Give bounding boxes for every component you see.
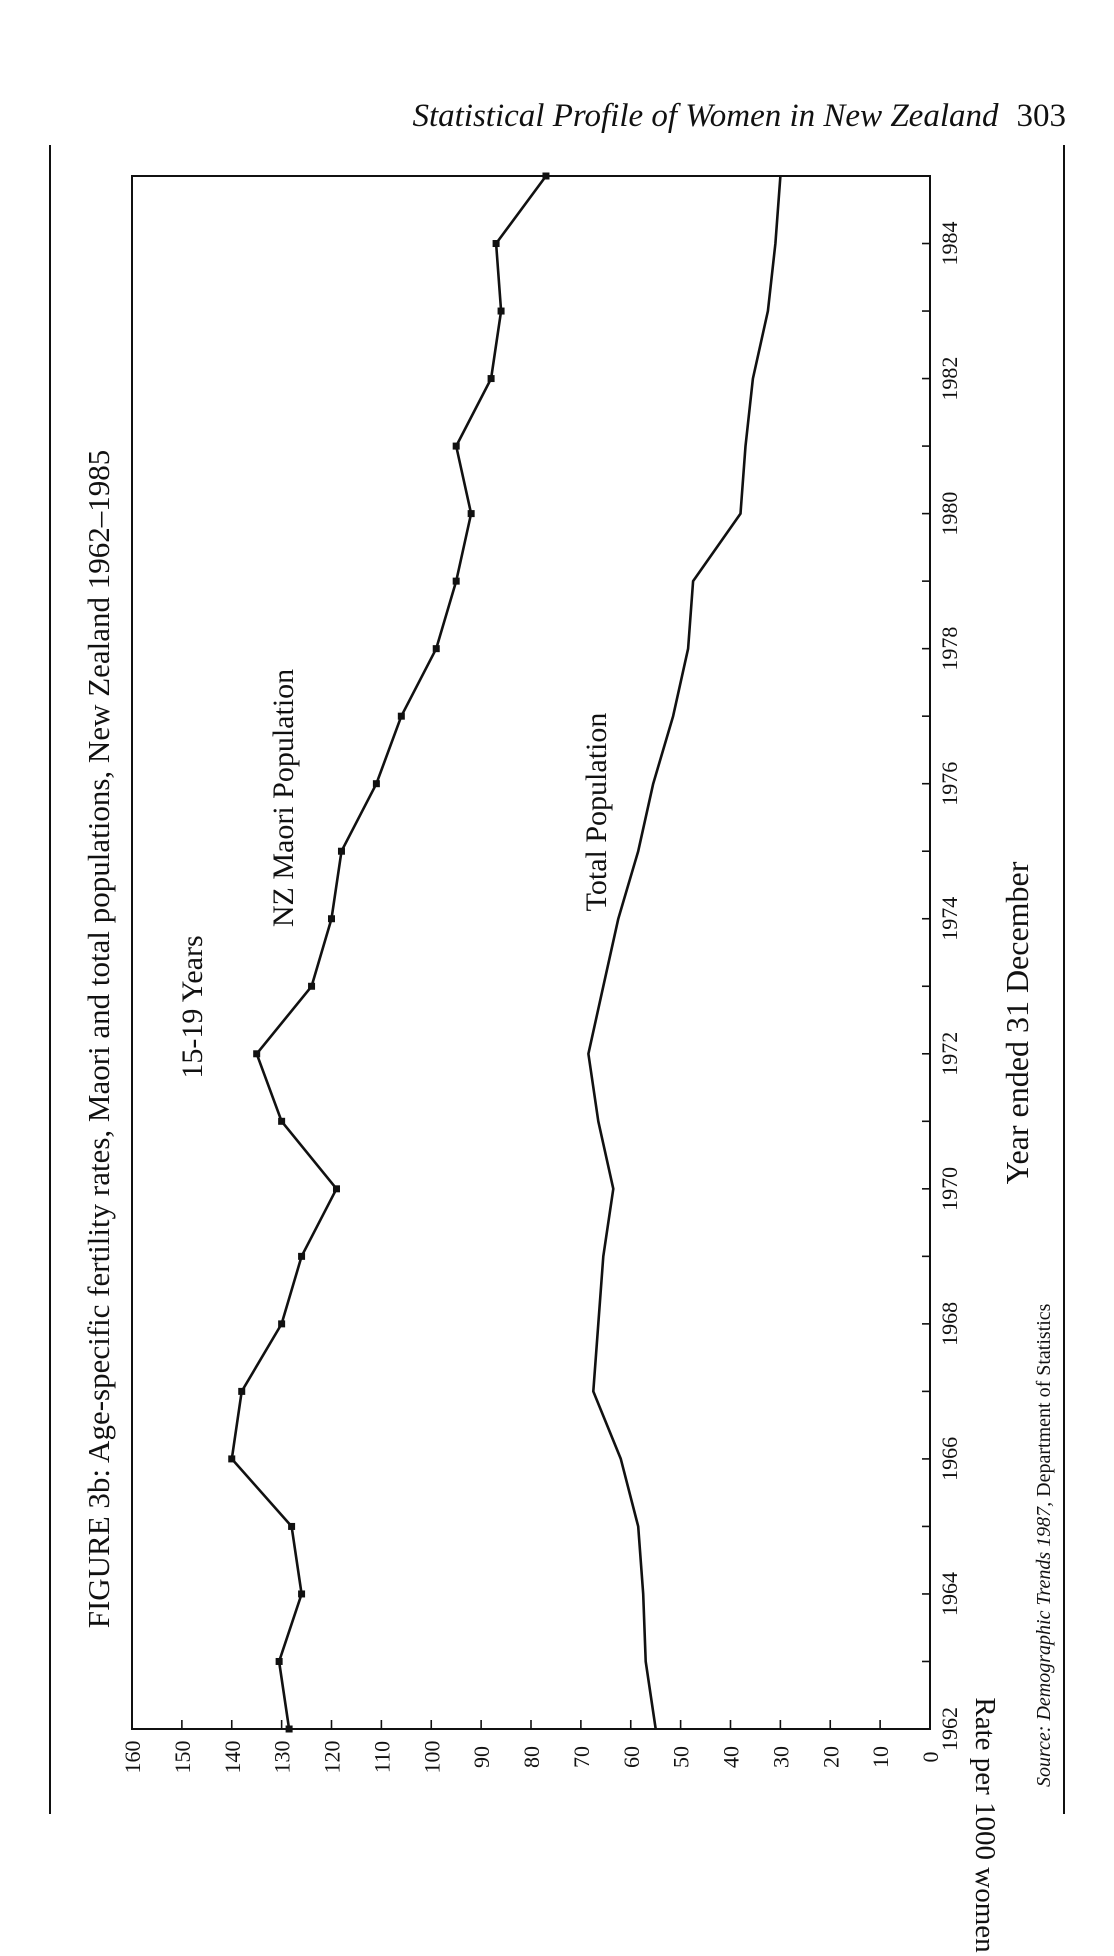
y-tick-label: 10 (868, 1746, 893, 1768)
maori-data-point (452, 442, 460, 450)
source-publication: Demographic Trends 1987, (1033, 1502, 1055, 1722)
maori-data-point (298, 1590, 306, 1598)
maori-data-point (492, 240, 500, 248)
source-label: Source: (1033, 1726, 1055, 1787)
y-tick-label: 130 (270, 1741, 295, 1774)
x-tick-label: 1962 (937, 1707, 962, 1751)
maori-data-point (497, 307, 505, 315)
maori-data-point (228, 1455, 236, 1463)
maori-data-point (288, 1522, 296, 1530)
page-number: 303 (1016, 98, 1067, 134)
x-tick-label: 1980 (937, 492, 962, 536)
maori-data-point (275, 1657, 283, 1665)
x-tick-label: 1972 (937, 1032, 962, 1076)
x-axis-ticks: 1962 1964 1966 1968 1970 1972 1974 1976 1978 1980… (922, 175, 962, 1751)
maori-data-point (278, 1320, 286, 1328)
x-axis-label: Year ended 31 December (999, 861, 1035, 1184)
chart-subtitle: 15-19 Years (176, 935, 209, 1078)
maori-data-point (308, 982, 316, 990)
maori-data-point (285, 1725, 293, 1733)
running-head: Statistical Profile of Women in New Zeal… (0, 98, 1066, 135)
y-tick-label: 150 (170, 1741, 195, 1774)
maori-data-point (397, 712, 405, 720)
x-tick-label: 1970 (937, 1167, 962, 1211)
running-title: Statistical Profile of Women in New Zeal… (412, 98, 999, 134)
y-tick-label: 30 (768, 1746, 793, 1768)
y-tick-label: 40 (719, 1746, 744, 1768)
plot-frame (131, 175, 931, 1730)
maori-data-point (328, 915, 335, 923)
maori-data-point (467, 510, 475, 518)
maori-data-point (278, 1117, 286, 1125)
y-tick-label: 20 (818, 1746, 843, 1768)
y-tick-label: 120 (320, 1741, 345, 1774)
source-note: Source: Demographic Trends 1987, Departm… (1033, 1303, 1055, 1787)
y-tick-label: 90 (469, 1746, 494, 1768)
y-tick-label: 110 (369, 1741, 394, 1773)
series-label-total: Total Population (580, 713, 613, 912)
x-tick-label: 1978 (937, 627, 962, 671)
series-label-maori: NZ Maori Population (267, 669, 300, 927)
x-tick-label: 1982 (937, 357, 962, 401)
x-tick-label: 1966 (937, 1437, 962, 1481)
y-tick-label: 70 (569, 1746, 594, 1768)
x-tick-label: 1984 (937, 222, 962, 266)
x-tick-label: 1974 (937, 897, 962, 941)
total-series-line (587, 175, 782, 1730)
maori-data-point (298, 1252, 306, 1260)
chart-title: FIGURE 3b: Age-specific fertility rates,… (81, 450, 116, 1629)
series-layer (228, 172, 782, 1733)
maori-data-point (487, 375, 495, 383)
maori-data-point (432, 645, 440, 653)
x-tick-label: 1976 (937, 762, 962, 806)
source-publisher: Department of Statistics (1033, 1303, 1055, 1497)
maori-data-point (372, 780, 380, 788)
y-tick-label: 100 (419, 1741, 444, 1774)
maori-data-point (253, 1050, 261, 1058)
y-axis-label: Rate per 1000 women (969, 1697, 1001, 1953)
maori-series-line (230, 175, 548, 1730)
y-tick-label: 50 (669, 1746, 694, 1768)
y-tick-label: 0 (918, 1752, 943, 1763)
y-tick-label: 160 (120, 1741, 145, 1774)
x-tick-label: 1968 (937, 1302, 962, 1346)
y-tick-label: 80 (519, 1746, 544, 1768)
x-tick-label: 1964 (937, 1572, 962, 1616)
maori-data-point (337, 847, 345, 855)
maori-data-point (238, 1387, 246, 1395)
maori-data-point (542, 172, 550, 180)
y-tick-label: 60 (619, 1746, 644, 1768)
maori-data-point (452, 577, 460, 585)
y-axis-ticks: 0 10 20 30 40 50 60 70 80 90 100 110 120 130 140 150 160 (120, 1720, 943, 1774)
maori-data-point (332, 1185, 340, 1193)
y-tick-label: 140 (220, 1741, 245, 1774)
